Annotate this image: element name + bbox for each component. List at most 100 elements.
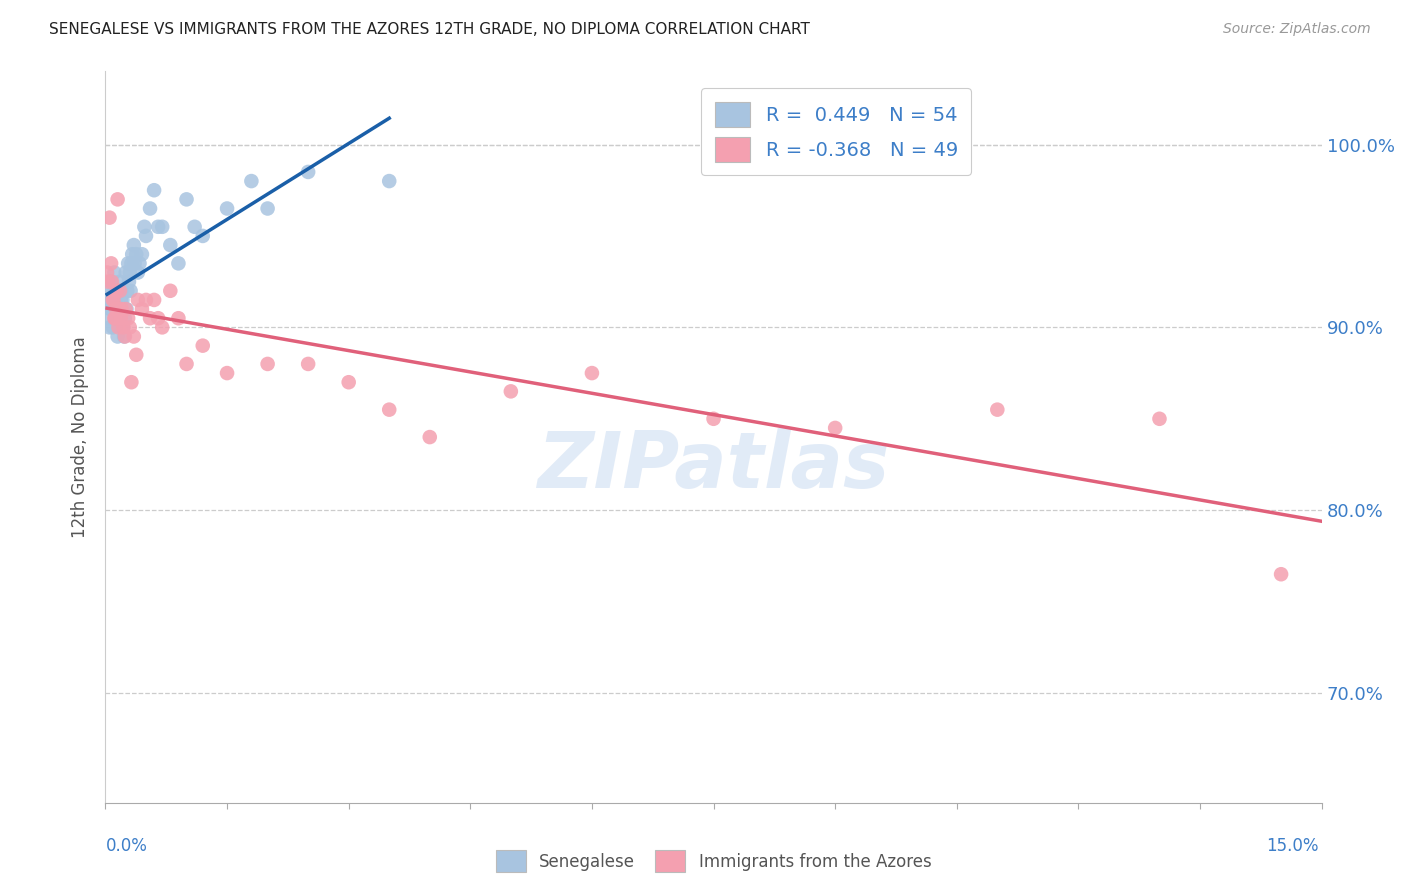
Point: [117, 284, 139, 298]
Point: [110, 293, 132, 307]
Point: [105, 284, 128, 298]
Point: [159, 284, 181, 298]
Point: [131, 301, 153, 317]
Y-axis label: 12th Grade, No Diploma: 12th Grade, No Diploma: [72, 336, 90, 538]
Point: [104, 311, 127, 326]
Point: [122, 238, 145, 252]
Point: [150, 320, 173, 334]
Point: [124, 256, 146, 270]
Point: [101, 301, 124, 317]
Point: [120, 284, 142, 298]
Point: [167, 311, 190, 326]
Point: [103, 293, 125, 307]
Point: [111, 301, 134, 317]
Point: [139, 202, 162, 216]
Point: [120, 375, 142, 389]
Point: [191, 339, 214, 353]
Point: [98, 320, 121, 334]
Point: [118, 275, 141, 289]
Point: [121, 247, 143, 261]
Point: [702, 412, 725, 426]
Point: [101, 275, 124, 289]
Point: [176, 357, 198, 371]
Point: [159, 238, 181, 252]
Point: [127, 293, 149, 307]
Point: [128, 256, 150, 270]
Point: [1270, 567, 1292, 582]
Point: [105, 311, 128, 326]
Point: [104, 284, 127, 298]
Point: [107, 193, 129, 207]
Point: [150, 219, 173, 234]
Point: [143, 293, 166, 307]
Point: [183, 219, 205, 234]
Point: [114, 301, 136, 317]
Point: [110, 311, 132, 326]
Point: [104, 301, 127, 317]
Point: [118, 266, 141, 280]
Point: [96, 266, 118, 280]
Point: [217, 366, 239, 380]
Point: [112, 320, 135, 334]
Point: [176, 193, 198, 207]
Point: [104, 293, 127, 307]
Point: [143, 183, 166, 197]
Point: [1149, 412, 1171, 426]
Point: [108, 284, 131, 298]
Point: [115, 301, 138, 317]
Point: [108, 311, 131, 326]
Point: [499, 384, 522, 399]
Point: [146, 219, 169, 234]
Point: [107, 320, 129, 334]
Point: [240, 174, 263, 188]
Point: [96, 284, 118, 298]
Point: [112, 329, 135, 343]
Point: [217, 202, 239, 216]
Point: [122, 329, 145, 343]
Point: [101, 293, 124, 307]
Point: [103, 311, 125, 326]
Point: [135, 293, 157, 307]
Point: [100, 275, 122, 289]
Point: [101, 320, 124, 334]
Point: [337, 375, 360, 389]
Point: [118, 320, 141, 334]
Point: [98, 301, 121, 317]
Point: [125, 348, 148, 362]
Point: [111, 284, 134, 298]
Point: [419, 430, 441, 444]
Text: 15.0%: 15.0%: [1267, 837, 1319, 855]
Point: [135, 228, 157, 243]
Point: [256, 202, 278, 216]
Point: [117, 256, 139, 270]
Point: [108, 301, 131, 317]
Point: [581, 366, 603, 380]
Point: [100, 256, 122, 270]
Point: [139, 311, 162, 326]
Point: [107, 301, 129, 317]
Point: [98, 211, 121, 225]
Point: [120, 256, 142, 270]
Point: [112, 320, 135, 334]
Point: [146, 311, 169, 326]
Point: [134, 219, 156, 234]
Point: [986, 402, 1008, 417]
Legend: Senegalese, Immigrants from the Azores: Senegalese, Immigrants from the Azores: [489, 844, 938, 879]
Point: [117, 311, 139, 326]
Point: [256, 357, 278, 371]
Point: [131, 247, 153, 261]
Point: [103, 266, 125, 280]
Point: [125, 247, 148, 261]
Point: [114, 311, 136, 326]
Point: [108, 275, 131, 289]
Text: 0.0%: 0.0%: [105, 837, 148, 855]
Point: [97, 275, 120, 289]
Point: [103, 284, 125, 298]
Text: ZIPatlas: ZIPatlas: [537, 428, 890, 504]
Point: [167, 256, 190, 270]
Text: Source: ZipAtlas.com: Source: ZipAtlas.com: [1223, 22, 1371, 37]
Point: [114, 266, 136, 280]
Point: [114, 329, 136, 343]
Point: [127, 266, 149, 280]
Text: SENEGALESE VS IMMIGRANTS FROM THE AZORES 12TH GRADE, NO DIPLOMA CORRELATION CHAR: SENEGALESE VS IMMIGRANTS FROM THE AZORES…: [49, 22, 810, 37]
